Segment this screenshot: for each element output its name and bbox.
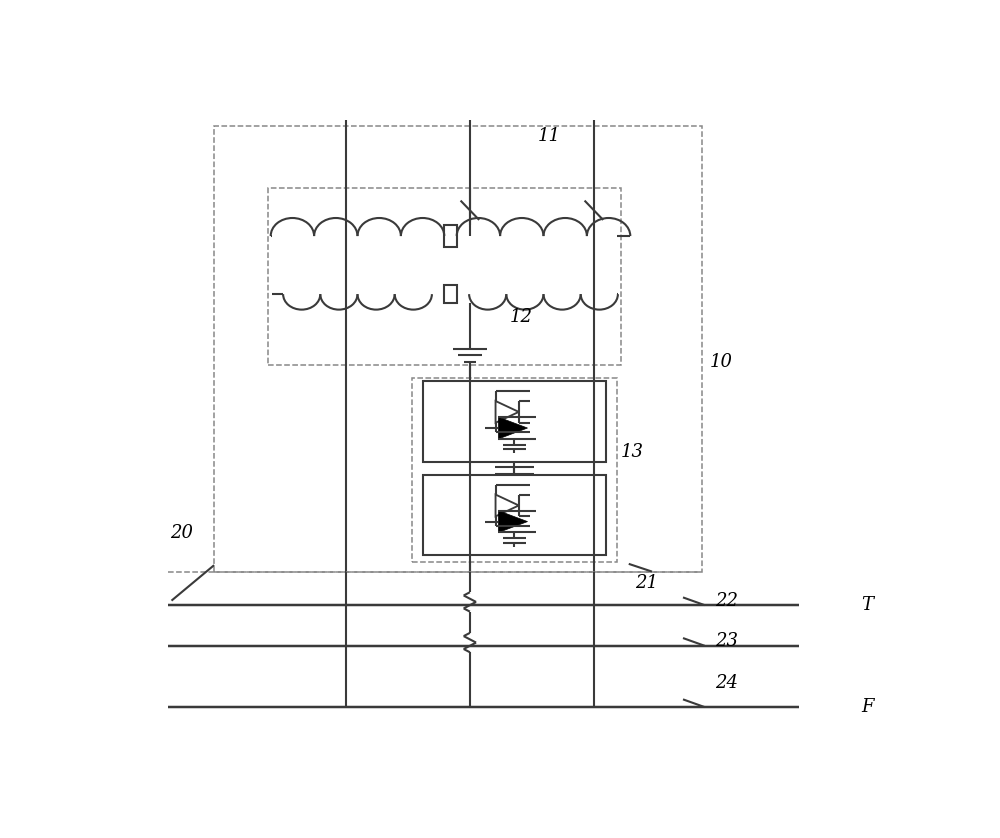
Bar: [444, 225, 457, 247]
Text: 24: 24: [716, 675, 739, 692]
Bar: [412, 378, 617, 562]
Text: 13: 13: [621, 443, 644, 461]
Text: 12: 12: [510, 308, 533, 326]
Bar: [214, 127, 702, 572]
Polygon shape: [498, 417, 528, 439]
Text: 21: 21: [635, 573, 658, 592]
Text: F: F: [861, 698, 874, 716]
Text: 20: 20: [170, 524, 193, 542]
Bar: [268, 188, 621, 365]
Bar: [423, 381, 606, 462]
Bar: [423, 475, 606, 556]
Text: 22: 22: [716, 592, 739, 609]
Text: 11: 11: [537, 127, 560, 145]
Text: T: T: [861, 596, 873, 614]
Text: 10: 10: [710, 353, 733, 371]
Polygon shape: [498, 510, 528, 532]
Text: 23: 23: [716, 633, 739, 650]
Bar: [444, 285, 457, 303]
